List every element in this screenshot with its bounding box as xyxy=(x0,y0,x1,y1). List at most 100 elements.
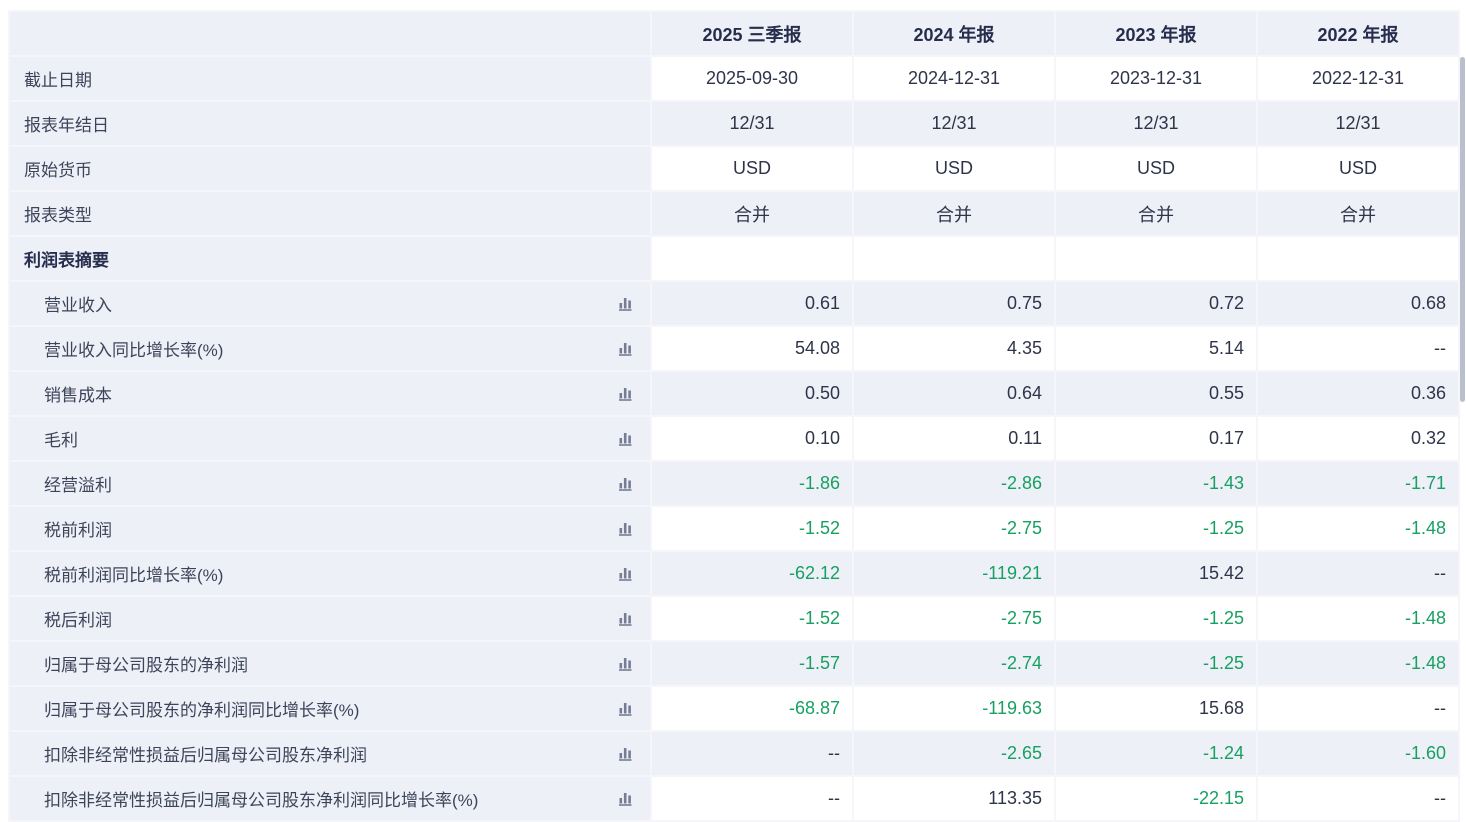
table-row: 销售成本 0.50 0.64 0.55 0.36 xyxy=(10,372,1458,415)
value-cell: 12/31 xyxy=(652,102,852,145)
value-cell: 113.35 xyxy=(854,777,1054,820)
table-row: 税前利润 -1.52 -2.75 -1.25 -1.48 xyxy=(10,507,1458,550)
row-label-cell: 营业收入 xyxy=(10,282,650,325)
value-cell: USD xyxy=(1258,147,1458,190)
scrollbar-thumb[interactable] xyxy=(1460,57,1465,402)
value-cell: 0.61 xyxy=(652,282,852,325)
bar-chart-icon[interactable] xyxy=(617,430,634,447)
value-cell: USD xyxy=(854,147,1054,190)
row-label: 营业收入同比增长率(%) xyxy=(44,341,224,360)
column-header-2025q3: 2025 三季报 xyxy=(652,12,852,55)
value-cell xyxy=(1056,237,1256,280)
value-cell: -1.25 xyxy=(1056,507,1256,550)
value-cell: -1.52 xyxy=(652,507,852,550)
value-cell: 12/31 xyxy=(854,102,1054,145)
row-label: 营业收入 xyxy=(44,296,112,315)
value-cell: 0.55 xyxy=(1056,372,1256,415)
financial-statements-table: 2025 三季报 2024 年报 2023 年报 2022 年报 截止日期 202… xyxy=(8,10,1460,822)
value-cell: -1.52 xyxy=(652,597,852,640)
value-cell: 2023-12-31 xyxy=(1056,57,1256,100)
value-cell: 0.68 xyxy=(1258,282,1458,325)
row-label: 税前利润 xyxy=(44,521,112,540)
row-label: 报表年结日 xyxy=(24,116,109,135)
row-label: 经营溢利 xyxy=(44,476,112,495)
bar-chart-icon[interactable] xyxy=(617,655,634,672)
value-cell: 2025-09-30 xyxy=(652,57,852,100)
vertical-scrollbar[interactable] xyxy=(1458,0,1466,822)
value-cell: -62.12 xyxy=(652,552,852,595)
value-cell: -1.71 xyxy=(1258,462,1458,505)
value-cell: 0.75 xyxy=(854,282,1054,325)
row-label-cell: 营业收入同比增长率(%) xyxy=(10,327,650,370)
value-cell: -2.75 xyxy=(854,507,1054,550)
value-cell: -1.43 xyxy=(1056,462,1256,505)
table-row: 扣除非经常性损益后归属母公司股东净利润 -- -2.65 -1.24 -1.60 xyxy=(10,732,1458,775)
value-cell: -22.15 xyxy=(1056,777,1256,820)
table-row: 归属于母公司股东的净利润同比增长率(%) -68.87 -119.63 15.68 -- xyxy=(10,687,1458,730)
row-label: 原始货币 xyxy=(24,161,92,180)
row-label: 归属于母公司股东的净利润 xyxy=(44,656,248,675)
value-cell: 12/31 xyxy=(1056,102,1256,145)
bar-chart-icon[interactable] xyxy=(617,700,634,717)
table-row: 扣除非经常性损益后归属母公司股东净利润同比增长率(%) -- 113.35 -22.1… xyxy=(10,777,1458,820)
table-row: 营业收入 0.61 0.75 0.72 0.68 xyxy=(10,282,1458,325)
bar-chart-icon[interactable] xyxy=(617,610,634,627)
bar-chart-icon[interactable] xyxy=(617,745,634,762)
income-statement-summary-table: 2025 三季报 2024 年报 2023 年报 2022 年报 截止日期 202… xyxy=(8,10,1460,822)
row-label: 归属于母公司股东的净利润同比增长率(%) xyxy=(44,701,360,720)
value-cell: -1.48 xyxy=(1258,507,1458,550)
value-cell: -2.86 xyxy=(854,462,1054,505)
row-label: 扣除非经常性损益后归属母公司股东净利润 xyxy=(44,746,367,765)
table-row: 原始货币 USD USD USD USD xyxy=(10,147,1458,190)
value-cell: -- xyxy=(1258,327,1458,370)
header-label-cell xyxy=(10,12,650,55)
value-cell: 2022-12-31 xyxy=(1258,57,1458,100)
row-label-cell: 税前利润同比增长率(%) xyxy=(10,552,650,595)
value-cell: 4.35 xyxy=(854,327,1054,370)
row-label-cell: 利润表摘要 xyxy=(10,237,650,280)
value-cell: 0.17 xyxy=(1056,417,1256,460)
bar-chart-icon[interactable] xyxy=(617,520,634,537)
bar-chart-icon[interactable] xyxy=(617,790,634,807)
value-cell: -2.65 xyxy=(854,732,1054,775)
bar-chart-icon[interactable] xyxy=(617,295,634,312)
value-cell: -- xyxy=(652,777,852,820)
table-header-row: 2025 三季报 2024 年报 2023 年报 2022 年报 xyxy=(10,12,1458,55)
value-cell: 15.68 xyxy=(1056,687,1256,730)
row-label-cell: 原始货币 xyxy=(10,147,650,190)
row-label-cell: 报表年结日 xyxy=(10,102,650,145)
value-cell: 0.64 xyxy=(854,372,1054,415)
row-label-cell: 扣除非经常性损益后归属母公司股东净利润 xyxy=(10,732,650,775)
row-label-cell: 扣除非经常性损益后归属母公司股东净利润同比增长率(%) xyxy=(10,777,650,820)
value-cell: -2.74 xyxy=(854,642,1054,685)
value-cell: 合并 xyxy=(1258,192,1458,235)
table-row: 截止日期 2025-09-30 2024-12-31 2023-12-31 2022-1… xyxy=(10,57,1458,100)
value-cell: 合并 xyxy=(854,192,1054,235)
value-cell: USD xyxy=(1056,147,1256,190)
table-row: 利润表摘要 xyxy=(10,237,1458,280)
row-label: 利润表摘要 xyxy=(24,251,109,270)
value-cell: USD xyxy=(652,147,852,190)
value-cell: -1.57 xyxy=(652,642,852,685)
row-label-cell: 税后利润 xyxy=(10,597,650,640)
row-label-cell: 经营溢利 xyxy=(10,462,650,505)
value-cell: 12/31 xyxy=(1258,102,1458,145)
value-cell: -1.24 xyxy=(1056,732,1256,775)
table-row: 报表年结日 12/31 12/31 12/31 12/31 xyxy=(10,102,1458,145)
value-cell: 54.08 xyxy=(652,327,852,370)
bar-chart-icon[interactable] xyxy=(617,340,634,357)
table-row: 归属于母公司股东的净利润 -1.57 -2.74 -1.25 -1.48 xyxy=(10,642,1458,685)
value-cell: -119.63 xyxy=(854,687,1054,730)
table-row: 税前利润同比增长率(%) -62.12 -119.21 15.42 -- xyxy=(10,552,1458,595)
value-cell: -- xyxy=(1258,552,1458,595)
bar-chart-icon[interactable] xyxy=(617,565,634,582)
bar-chart-icon[interactable] xyxy=(617,475,634,492)
value-cell: 5.14 xyxy=(1056,327,1256,370)
value-cell: 0.50 xyxy=(652,372,852,415)
value-cell xyxy=(1258,237,1458,280)
value-cell: -- xyxy=(652,732,852,775)
bar-chart-icon[interactable] xyxy=(617,385,634,402)
table-row: 毛利 0.10 0.11 0.17 0.32 xyxy=(10,417,1458,460)
row-label: 报表类型 xyxy=(24,206,92,225)
value-cell: -1.48 xyxy=(1258,642,1458,685)
